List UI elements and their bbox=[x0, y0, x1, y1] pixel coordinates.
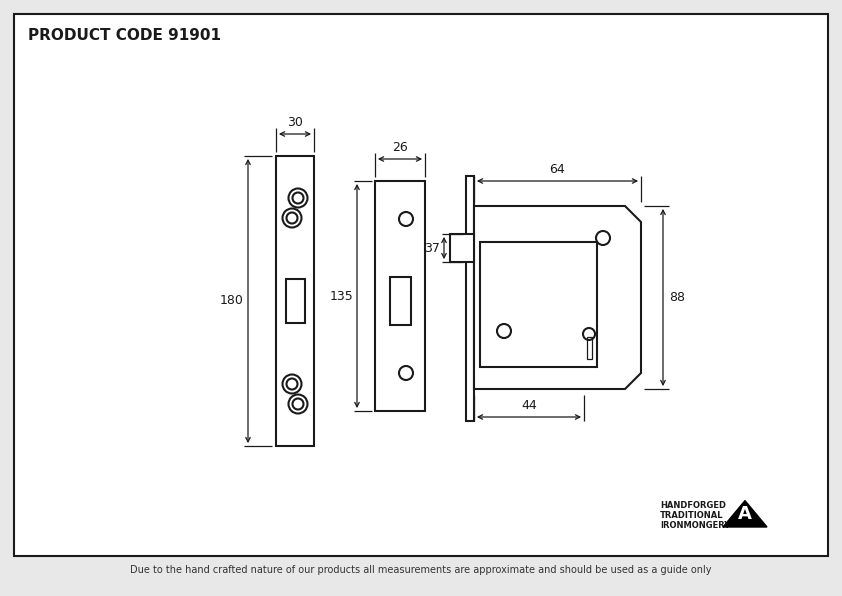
Text: IRONMONGERY: IRONMONGERY bbox=[660, 522, 730, 530]
Polygon shape bbox=[723, 501, 767, 527]
Bar bbox=[450, 234, 474, 262]
Text: 135: 135 bbox=[329, 290, 353, 303]
Text: 180: 180 bbox=[220, 294, 244, 308]
Bar bbox=[276, 156, 314, 446]
Text: 30: 30 bbox=[287, 116, 303, 129]
Bar bbox=[375, 181, 425, 411]
Text: PRODUCT CODE 91901: PRODUCT CODE 91901 bbox=[28, 28, 221, 43]
Text: 44: 44 bbox=[521, 399, 537, 412]
Text: A: A bbox=[738, 505, 752, 523]
Text: 64: 64 bbox=[550, 163, 565, 176]
Text: TRADITIONAL: TRADITIONAL bbox=[660, 511, 723, 520]
Text: 37: 37 bbox=[424, 241, 440, 254]
Polygon shape bbox=[474, 206, 641, 389]
Text: Due to the hand crafted nature of our products all measurements are approximate : Due to the hand crafted nature of our pr… bbox=[131, 565, 711, 575]
Bar bbox=[587, 337, 591, 359]
Bar bbox=[480, 242, 597, 367]
Bar bbox=[285, 279, 305, 323]
Bar bbox=[466, 176, 474, 421]
Bar bbox=[390, 277, 411, 325]
Text: 88: 88 bbox=[669, 291, 685, 304]
Text: HANDFORGED: HANDFORGED bbox=[660, 501, 726, 511]
Text: 26: 26 bbox=[392, 141, 408, 154]
